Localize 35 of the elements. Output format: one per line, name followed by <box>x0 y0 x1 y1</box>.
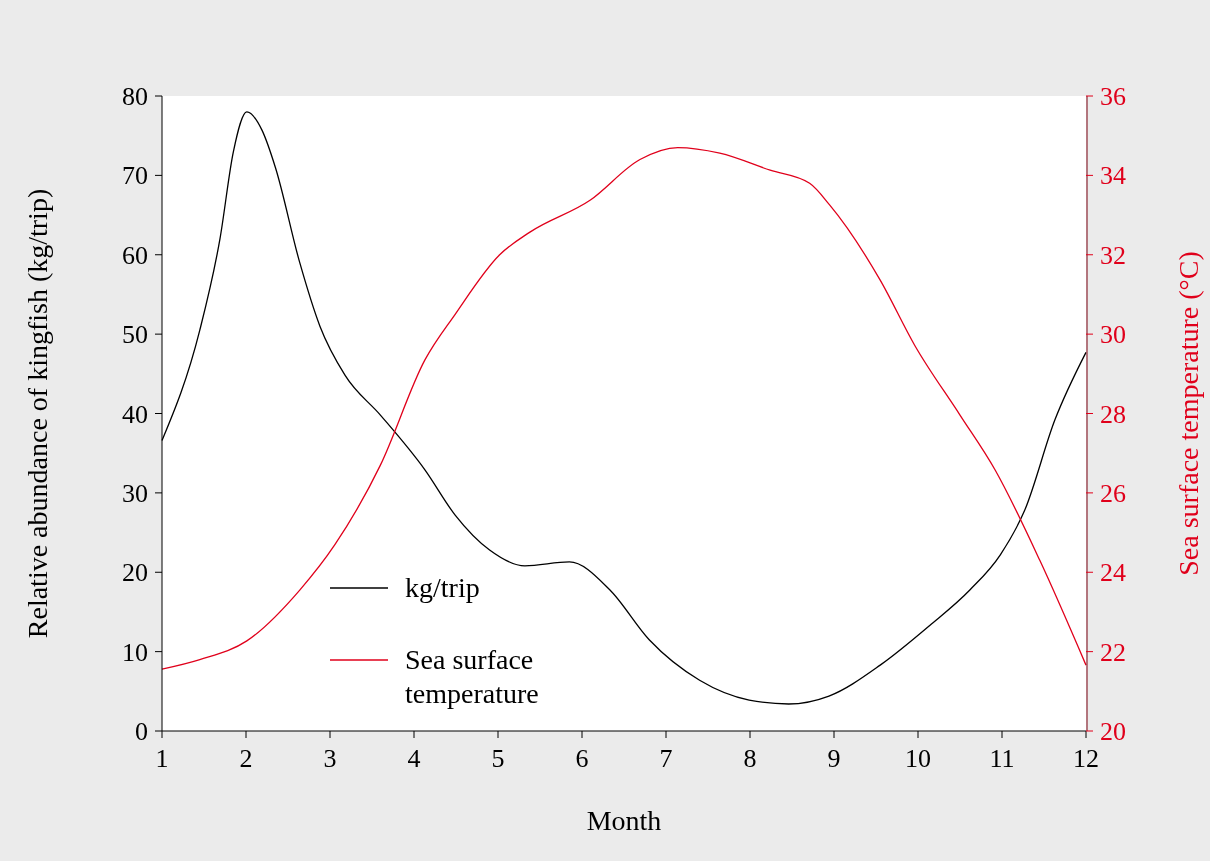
y-tick-label: 60 <box>122 240 148 270</box>
legend-label: kg/trip <box>405 572 480 603</box>
y2-tick-label: 32 <box>1100 240 1126 270</box>
y2-tick-label: 26 <box>1100 478 1126 508</box>
x-tick-label: 1 <box>155 744 169 773</box>
x-tick-label: 12 <box>1073 744 1099 773</box>
y-tick-label: 80 <box>122 82 148 111</box>
x-tick-label: 2 <box>239 744 253 773</box>
x-tick-label: 11 <box>989 744 1015 773</box>
y-tick-label: 40 <box>122 399 148 429</box>
x-tick-label: 4 <box>407 744 421 773</box>
y-tick-label: 20 <box>122 558 148 588</box>
y2-tick-label: 24 <box>1100 558 1126 588</box>
legend-label: Sea surface temperature <box>405 644 539 709</box>
x-axis-title: Month <box>586 805 662 836</box>
y2-tick-label: 34 <box>1100 161 1126 191</box>
y-tick-label: 70 <box>122 161 148 191</box>
x-tick-label: 10 <box>905 744 931 773</box>
y-axis-title: Relative abundance of kingfish (kg/trip) <box>22 188 53 639</box>
y2-tick-label: 28 <box>1100 399 1126 429</box>
y2-axis-title: Sea surface temperature (°C) <box>1173 251 1204 576</box>
x-tick-label: 7 <box>659 744 673 773</box>
y2-tick-label: 30 <box>1100 320 1126 350</box>
y-tick-label: 30 <box>122 478 148 508</box>
y2-tick-label: 20 <box>1100 717 1126 746</box>
y-tick-label: 0 <box>135 717 148 746</box>
y-tick-label: 10 <box>122 637 148 667</box>
x-tick-label: 8 <box>743 744 757 773</box>
y-tick-label: 50 <box>122 320 148 350</box>
x-tick-label: 3 <box>323 744 337 773</box>
y2-tick-label: 36 <box>1100 82 1126 111</box>
x-tick-label: 9 <box>827 744 841 773</box>
y2-tick-label: 22 <box>1100 637 1126 667</box>
x-tick-label: 6 <box>575 744 589 773</box>
x-tick-label: 5 <box>491 744 505 773</box>
